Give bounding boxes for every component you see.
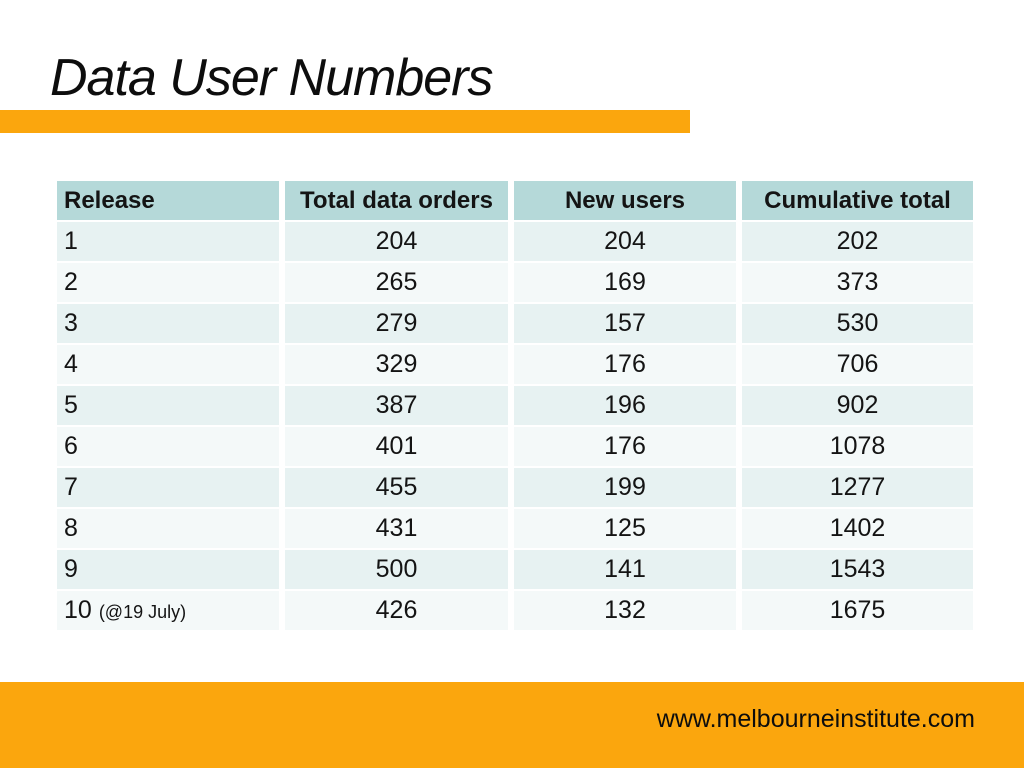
cumulative-cell: 706	[742, 345, 973, 384]
header-cell: Release	[57, 181, 279, 220]
release-cell: 1	[57, 222, 279, 261]
release-number: 7	[64, 473, 78, 501]
cumulative-cell: 1543	[742, 550, 973, 589]
orders-cell: 401	[285, 427, 508, 466]
release-number: 4	[64, 350, 78, 378]
release-cell: 3	[57, 304, 279, 343]
header-cell: Total data orders	[285, 181, 508, 220]
cumulative-cell: 1675	[742, 591, 973, 630]
release-number: 8	[64, 514, 78, 542]
release-number: 10	[64, 596, 92, 624]
release-number: 1	[64, 227, 78, 255]
new-users-cell: 157	[514, 304, 736, 343]
orders-cell: 329	[285, 345, 508, 384]
footer-bar: www.melbourneinstitute.com	[0, 682, 1024, 768]
table-row: 3 279 157 530	[57, 304, 973, 343]
orders-cell: 279	[285, 304, 508, 343]
orders-cell: 204	[285, 222, 508, 261]
page-title: Data User Numbers	[50, 49, 493, 107]
release-cell: 4	[57, 345, 279, 384]
release-cell: 9	[57, 550, 279, 589]
release-cell: 7	[57, 468, 279, 507]
orders-cell: 455	[285, 468, 508, 507]
new-users-cell: 169	[514, 263, 736, 302]
cumulative-cell: 1277	[742, 468, 973, 507]
release-number: 2	[64, 268, 78, 296]
new-users-cell: 204	[514, 222, 736, 261]
release-cell: 10 (@19 July)	[57, 591, 279, 630]
table-row: 4 329 176 706	[57, 345, 973, 384]
cumulative-cell: 530	[742, 304, 973, 343]
release-note: (@19 July)	[98, 602, 187, 622]
orders-cell: 500	[285, 550, 508, 589]
table-body: 1 204 204 202 2 265 169 373 3 279 157 530 4 329 176 706…	[57, 222, 973, 630]
cumulative-cell: 202	[742, 222, 973, 261]
table-row: 10 (@19 July) 426 132 1675	[57, 591, 973, 630]
orders-cell: 265	[285, 263, 508, 302]
new-users-cell: 125	[514, 509, 736, 548]
orders-cell: 387	[285, 386, 508, 425]
orders-cell: 431	[285, 509, 508, 548]
table-row: 8 431 125 1402	[57, 509, 973, 548]
release-cell: 2	[57, 263, 279, 302]
release-number: 9	[64, 555, 78, 583]
new-users-cell: 176	[514, 345, 736, 384]
release-number: 5	[64, 391, 78, 419]
header-cell: Cumulative total	[742, 181, 973, 220]
table-row: 2 265 169 373	[57, 263, 973, 302]
release-cell: 5	[57, 386, 279, 425]
release-cell: 8	[57, 509, 279, 548]
header-cell: New users	[514, 181, 736, 220]
new-users-cell: 196	[514, 386, 736, 425]
table-row: 1 204 204 202	[57, 222, 973, 261]
table-row: 9 500 141 1543	[57, 550, 973, 589]
table-row: 6 401 176 1078	[57, 427, 973, 466]
title-accent-bar	[0, 110, 690, 133]
table-row: 7 455 199 1277	[57, 468, 973, 507]
data-user-table: Release Total data orders New users Cumulat…	[51, 179, 979, 632]
release-number: 6	[64, 432, 78, 460]
cumulative-cell: 1078	[742, 427, 973, 466]
cumulative-cell: 902	[742, 386, 973, 425]
cumulative-cell: 1402	[742, 509, 973, 548]
cumulative-cell: 373	[742, 263, 973, 302]
release-number: 3	[64, 309, 78, 337]
release-cell: 6	[57, 427, 279, 466]
table-row: 5 387 196 902	[57, 386, 973, 425]
table-header-row: Release Total data orders New users Cumulat…	[57, 181, 973, 220]
new-users-cell: 141	[514, 550, 736, 589]
orders-cell: 426	[285, 591, 508, 630]
new-users-cell: 176	[514, 427, 736, 466]
new-users-cell: 199	[514, 468, 736, 507]
new-users-cell: 132	[514, 591, 736, 630]
footer-url: www.melbourneinstitute.com	[656, 705, 975, 733]
